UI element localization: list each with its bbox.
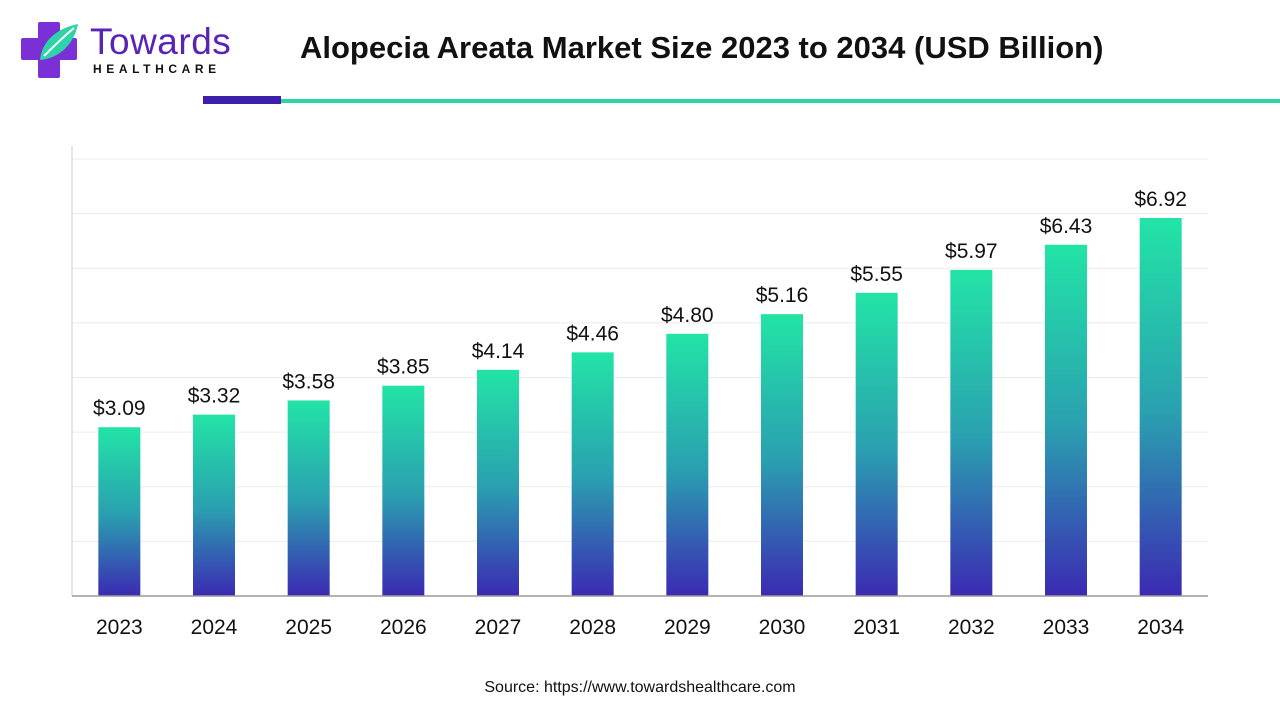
value-label-2023: $3.09 <box>93 397 146 420</box>
cross-leaf-icon <box>21 22 78 78</box>
x-tick-labels: 2023 2024 2025 2026 2027 2028 2029 2030 2031 2032… <box>96 616 1184 639</box>
value-label-2027: $4.14 <box>472 340 525 363</box>
chart-title: Alopecia Areata Market Size 2023 to 2034… <box>300 30 1104 65</box>
bar-2034 <box>1139 217 1182 596</box>
value-label-2033: $6.43 <box>1040 215 1093 238</box>
title-rule <box>281 99 1280 103</box>
bar-2028 <box>571 352 614 596</box>
x-tick-2025: 2025 <box>285 616 332 639</box>
value-label-2028: $4.46 <box>566 322 619 345</box>
bar-2029 <box>666 333 709 596</box>
bar-2033 <box>1045 244 1087 597</box>
x-tick-2030: 2030 <box>759 616 806 639</box>
value-label-2024: $3.32 <box>188 385 241 408</box>
value-label-2029: $4.80 <box>661 304 714 327</box>
source-note: Source: https://www.towardshealthcare.co… <box>484 679 796 696</box>
value-label-2030: $5.16 <box>756 284 809 307</box>
bar-2031 <box>855 292 898 596</box>
gridlines <box>72 158 1208 542</box>
bar-2026 <box>382 385 425 596</box>
bar-2027 <box>477 369 519 596</box>
x-tick-2026: 2026 <box>380 616 427 639</box>
brand-logo: Towards HEALTHCARE <box>18 18 248 80</box>
x-tick-2031: 2031 <box>853 616 900 639</box>
x-tick-2028: 2028 <box>569 616 616 639</box>
x-tick-2027: 2027 <box>475 616 522 639</box>
value-label-2026: $3.85 <box>377 356 430 379</box>
bar-2030 <box>761 314 803 596</box>
value-labels: $3.09 $3.32 $3.58 $3.85 $4.14 $4.46 $4.80 $5.16… <box>93 188 1187 420</box>
value-label-2025: $3.58 <box>282 370 335 393</box>
x-tick-2032: 2032 <box>948 616 995 639</box>
bars <box>98 217 1182 597</box>
bar-2032 <box>950 269 993 596</box>
value-label-2032: $5.97 <box>945 240 998 263</box>
x-tick-2023: 2023 <box>96 616 143 639</box>
x-tick-2029: 2029 <box>664 616 711 639</box>
title-rule-accent <box>203 96 281 104</box>
brand-name: Towards <box>90 21 232 62</box>
brand-tagline: HEALTHCARE <box>93 62 221 76</box>
value-label-2031: $5.55 <box>850 263 903 286</box>
bar-2025 <box>287 400 330 596</box>
bar-chart: $3.09 $3.32 $3.58 $3.85 $4.14 $4.46 $4.80 $5.16… <box>71 146 1208 639</box>
x-tick-2024: 2024 <box>191 616 238 639</box>
value-label-2034: $6.92 <box>1134 188 1187 211</box>
bar-2023 <box>98 427 141 596</box>
x-tick-2034: 2034 <box>1137 616 1184 639</box>
x-tick-2033: 2033 <box>1043 616 1090 639</box>
bar-2024 <box>193 414 235 596</box>
